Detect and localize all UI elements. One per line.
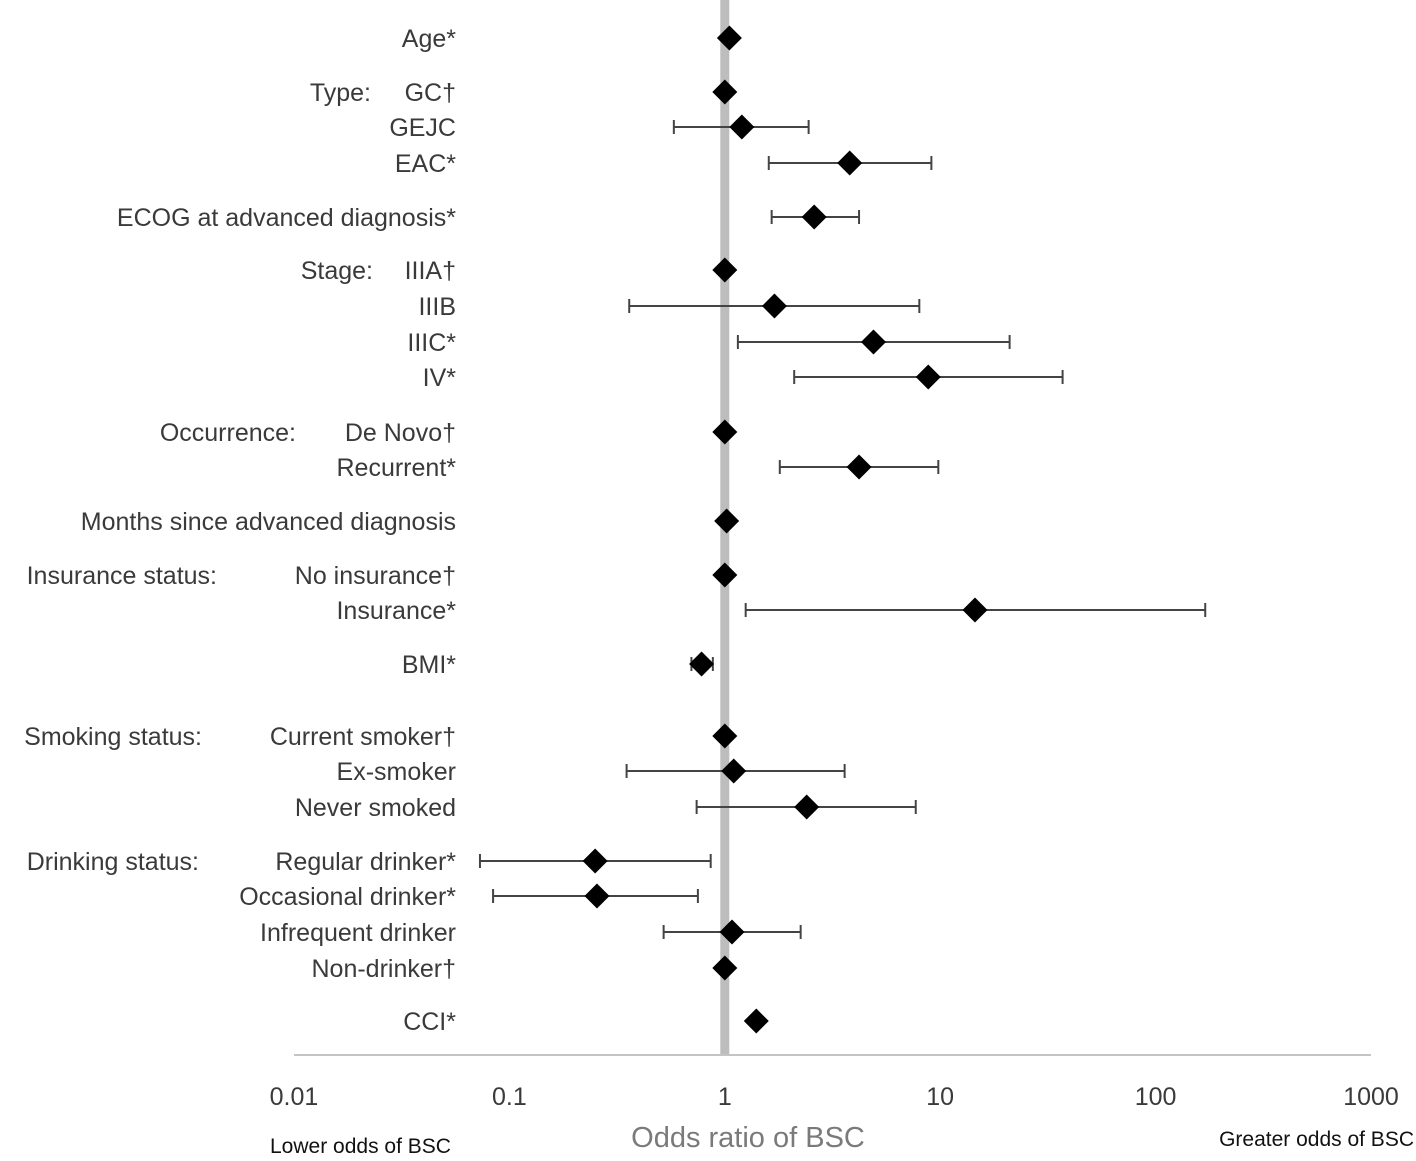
odds-ratio-marker: [712, 419, 738, 445]
forest-row: Occasional drinker*: [239, 883, 699, 911]
odds-ratio-marker: [729, 114, 755, 140]
group-label: Insurance status:: [27, 562, 217, 590]
row-label: Months since advanced diagnosis: [81, 508, 456, 536]
row-label: Insurance*: [336, 597, 456, 625]
odds-ratio-marker: [915, 364, 941, 390]
group-label: Occurrence:: [160, 419, 296, 447]
odds-ratio-marker: [962, 597, 988, 623]
forest-row: IIIC*: [407, 329, 1011, 357]
forest-row: IIIB: [418, 293, 921, 321]
row-label: Age*: [402, 25, 456, 53]
odds-ratio-marker: [712, 955, 738, 981]
forest-row: Infrequent drinker: [260, 919, 802, 947]
forest-row: CCI*: [403, 1008, 769, 1036]
row-label: Ex-smoker: [337, 758, 456, 786]
odds-ratio-marker: [837, 150, 863, 176]
odds-ratio-marker: [846, 454, 872, 480]
row-label: Never smoked: [295, 794, 456, 822]
odds-ratio-marker: [714, 508, 740, 534]
forest-row: Never smoked: [295, 794, 917, 822]
row-label: GC†: [405, 79, 456, 107]
rows-group: Age* GC† Type: GEJC EAC* ECOG at advanced dia…: [24, 25, 1207, 1036]
row-label: No insurance†: [295, 562, 456, 590]
row-label: Infrequent drinker: [260, 919, 456, 947]
odds-ratio-marker: [712, 257, 738, 283]
forest-row: BMI*: [402, 651, 715, 679]
odds-ratio-marker: [719, 919, 745, 945]
row-label: IIIA†: [405, 257, 456, 285]
odds-ratio-marker: [761, 293, 787, 319]
forest-row: Insurance*: [336, 597, 1207, 625]
odds-ratio-marker: [582, 848, 608, 874]
forest-row: EAC*: [395, 150, 933, 178]
row-label: EAC*: [395, 150, 456, 178]
forest-row: Regular drinker* Drinking status:: [27, 848, 712, 876]
row-label: De Novo†: [345, 419, 456, 447]
forest-row: IIIA† Stage:: [301, 257, 738, 285]
row-label: Occasional drinker*: [239, 883, 456, 911]
row-label: Non-drinker†: [311, 955, 456, 983]
forest-row: Current smoker† Smoking status:: [24, 723, 738, 751]
x-tick-label: 0.1: [492, 1083, 527, 1111]
forest-row: De Novo† Occurrence:: [160, 419, 738, 447]
forest-row: Recurrent*: [337, 454, 940, 482]
row-label: ECOG at advanced diagnosis*: [117, 204, 456, 232]
row-label: Current smoker†: [270, 723, 456, 751]
x-tick-label: 1000: [1343, 1083, 1399, 1111]
forest-row: GC† Type:: [310, 79, 738, 107]
row-label: Recurrent*: [337, 454, 457, 482]
row-label: IIIC*: [407, 329, 456, 357]
row-label: CCI*: [403, 1008, 456, 1036]
row-label: IIIB: [418, 293, 456, 321]
forest-row: GEJC: [389, 114, 810, 142]
forest-row: Non-drinker†: [311, 955, 738, 983]
forest-row: No insurance† Insurance status:: [27, 562, 738, 590]
odds-ratio-marker: [689, 651, 715, 677]
group-label: Type:: [310, 79, 371, 107]
odds-ratio-marker: [716, 25, 742, 51]
odds-ratio-marker: [860, 329, 886, 355]
x-tick-label: 1: [718, 1083, 732, 1111]
lower-odds-note: Lower odds of BSC: [270, 1135, 451, 1156]
row-label: BMI*: [402, 651, 456, 679]
greater-odds-note: Greater odds of BSC: [1219, 1128, 1414, 1151]
odds-ratio-marker: [743, 1008, 769, 1034]
forest-row: Age*: [402, 25, 742, 53]
forest-row: ECOG at advanced diagnosis*: [117, 204, 861, 232]
odds-ratio-marker: [584, 883, 610, 909]
group-label: Drinking status:: [27, 848, 199, 876]
x-tick-label: 0.01: [270, 1083, 319, 1111]
row-label: IV*: [423, 364, 457, 392]
odds-ratio-marker: [794, 794, 820, 820]
x-axis-title: Odds ratio of BSC: [631, 1122, 865, 1154]
forest-row: Ex-smoker: [337, 758, 846, 786]
odds-ratio-marker: [712, 723, 738, 749]
odds-ratio-marker: [721, 758, 747, 784]
forest-row: IV*: [423, 364, 1064, 392]
group-label: Stage:: [301, 257, 373, 285]
odds-ratio-marker: [712, 562, 738, 588]
group-label: Smoking status:: [24, 723, 202, 751]
x-tick-label: 100: [1135, 1083, 1177, 1111]
row-label: Regular drinker*: [275, 848, 456, 876]
odds-ratio-marker: [801, 204, 827, 230]
forest-row: Months since advanced diagnosis: [81, 508, 740, 536]
x-tick-label: 10: [926, 1083, 954, 1111]
row-label: GEJC: [389, 114, 456, 142]
odds-ratio-marker: [712, 79, 738, 105]
x-axis-group: 0.01 0.1 1 10 100 1000: [270, 1054, 1399, 1111]
